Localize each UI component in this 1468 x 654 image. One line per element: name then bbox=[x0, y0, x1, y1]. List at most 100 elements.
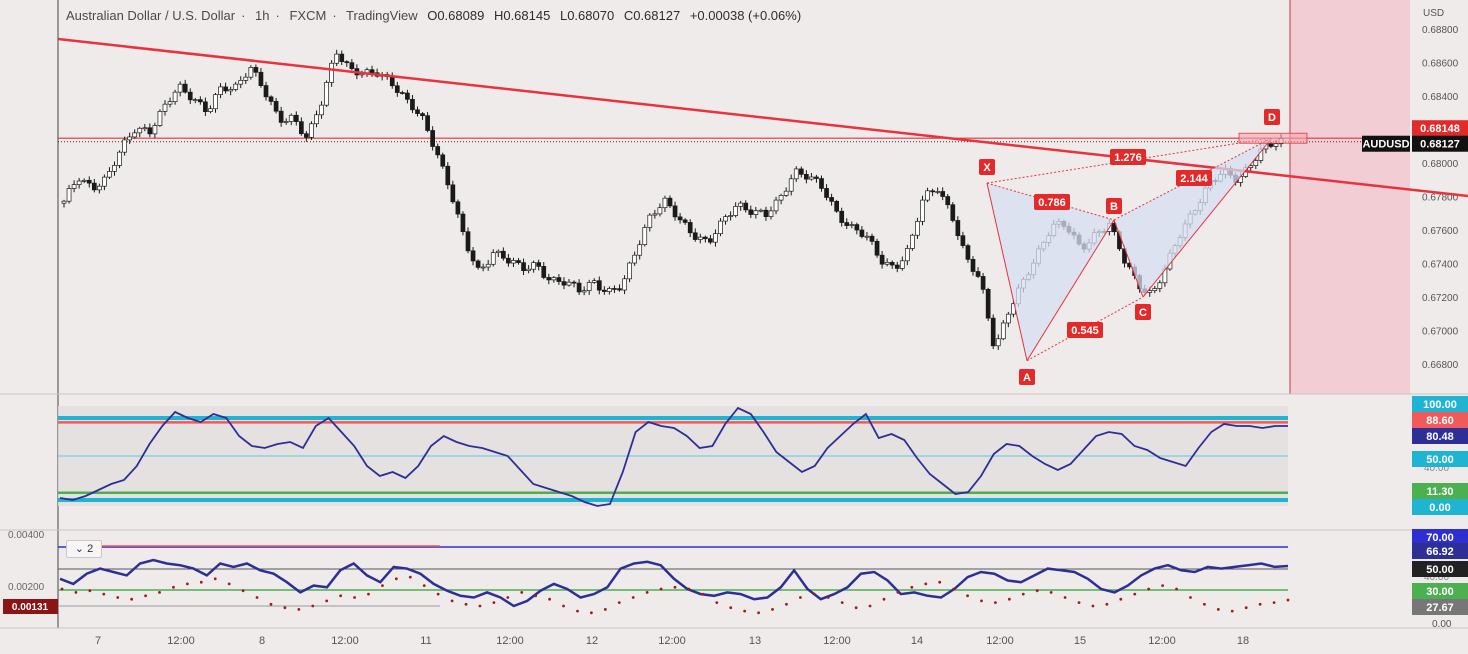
osc-signal-dot bbox=[422, 584, 426, 587]
rsi-label-lower: 11.30 bbox=[1427, 486, 1454, 498]
osc-signal-dot bbox=[548, 597, 552, 601]
candle-body bbox=[708, 238, 713, 243]
last-price-label-bg bbox=[1412, 135, 1468, 152]
candle-body bbox=[854, 224, 860, 231]
candle-body bbox=[809, 176, 814, 180]
ohlc-low: L0.68070 bbox=[559, 8, 615, 23]
candle-body bbox=[985, 288, 991, 319]
osc-signal-dot bbox=[576, 609, 579, 613]
osc-signal-dot bbox=[185, 582, 189, 586]
osc-signal-dot bbox=[938, 580, 942, 584]
candle-body bbox=[283, 121, 289, 123]
candle-body bbox=[778, 195, 784, 201]
price-tick-label: 0.67600 bbox=[1422, 226, 1459, 237]
candle-body bbox=[586, 282, 592, 292]
candle-body bbox=[622, 278, 627, 291]
candle-body bbox=[430, 130, 435, 147]
candle-body bbox=[122, 139, 127, 153]
candle-body bbox=[697, 236, 703, 240]
candle-body bbox=[773, 199, 779, 212]
rsi-label-0-bg bbox=[1412, 499, 1468, 515]
ohlc-open: O0.68089 bbox=[427, 8, 485, 23]
candle-body bbox=[531, 262, 537, 270]
osc-signal-dot bbox=[785, 602, 788, 606]
price-tick-label: 0.68600 bbox=[1422, 59, 1459, 70]
candle-body bbox=[940, 191, 946, 197]
candle-body bbox=[127, 136, 133, 141]
candle-body bbox=[349, 62, 355, 69]
osc-signal-dot bbox=[74, 591, 78, 594]
candle-body bbox=[849, 224, 855, 226]
osc-signal-dot bbox=[771, 608, 774, 611]
candle-body bbox=[470, 250, 476, 262]
pattern-point-b-bg bbox=[1106, 198, 1122, 214]
time-axis-label: 12:00 bbox=[496, 635, 524, 647]
candle-body bbox=[1152, 288, 1158, 291]
candle-body bbox=[596, 280, 602, 291]
ohlc-change: +0.00038 (+0.06%) bbox=[689, 8, 802, 23]
candle-body bbox=[814, 176, 819, 179]
ratio-label-bg bbox=[1176, 170, 1212, 186]
price-tick-label: 0.67800 bbox=[1422, 193, 1459, 204]
osc-tick-label: 40.00 bbox=[1424, 572, 1449, 583]
chart-header: Australian Dollar / U.S. Dollar · 1h · FXC… bbox=[66, 8, 802, 23]
osc-signal-dot bbox=[631, 596, 635, 599]
osc-signal-dot bbox=[701, 592, 705, 596]
pattern-point-a: A bbox=[1023, 372, 1031, 384]
projection-zone bbox=[1290, 0, 1410, 394]
candle-body bbox=[157, 111, 163, 126]
candle-body bbox=[400, 92, 405, 94]
candle-body bbox=[894, 264, 900, 269]
candle-body bbox=[309, 123, 314, 138]
osc-signal-dot bbox=[311, 604, 315, 608]
candle-body bbox=[299, 121, 304, 135]
osc-signal-dot bbox=[687, 587, 691, 591]
candle-body bbox=[96, 185, 102, 191]
osc-signal-dot bbox=[241, 589, 245, 593]
candle-body bbox=[541, 266, 547, 278]
candle-body bbox=[117, 151, 122, 166]
price-tick-label: 0.68400 bbox=[1422, 92, 1459, 103]
candle-body bbox=[601, 289, 607, 292]
candle-body bbox=[950, 204, 956, 221]
candle-body bbox=[657, 207, 663, 215]
interval-label[interactable]: 1h bbox=[255, 8, 270, 23]
ratio-label: 0.545 bbox=[1071, 325, 1099, 337]
candle-body bbox=[733, 206, 739, 216]
osc-signal-dot bbox=[659, 587, 663, 591]
candle-body bbox=[147, 127, 153, 135]
time-axis-label: 12:00 bbox=[823, 635, 851, 647]
symbol-title: Australian Dollar / U.S. Dollar bbox=[66, 8, 236, 23]
candle-body bbox=[642, 227, 648, 246]
candle-body bbox=[551, 277, 557, 281]
osc-signal-dot bbox=[1161, 584, 1165, 587]
candle-body bbox=[581, 290, 587, 293]
rsi-label-50: 50.00 bbox=[1426, 454, 1454, 466]
candle-body bbox=[485, 263, 491, 268]
osc-signal-dot bbox=[367, 592, 370, 596]
rsi-label-100: 100.00 bbox=[1423, 399, 1457, 411]
osc-signal-dot bbox=[255, 596, 259, 599]
candle-body bbox=[162, 103, 168, 112]
osc-signal-dot bbox=[1049, 591, 1053, 594]
rsi-label-current-bg bbox=[1412, 428, 1468, 444]
candle-body bbox=[793, 168, 799, 180]
osc-signal-dot bbox=[1189, 596, 1192, 599]
candle-body bbox=[798, 168, 804, 175]
osc-signal-dot bbox=[339, 594, 343, 598]
candle-body bbox=[859, 229, 865, 237]
indicator-collapse-button[interactable]: ⌄ 2 bbox=[66, 540, 102, 558]
osc-label-30: 30.00 bbox=[1426, 586, 1454, 598]
candle-body bbox=[455, 201, 461, 215]
osc-signal-dot bbox=[1133, 592, 1137, 596]
exchange-label: FXCM bbox=[289, 8, 327, 23]
candle-body bbox=[904, 248, 910, 262]
pattern-leg bbox=[1113, 219, 1144, 298]
candle-body bbox=[344, 61, 350, 64]
candle-body bbox=[980, 276, 986, 290]
candle-body bbox=[995, 338, 1001, 347]
osc-signal-dot bbox=[924, 582, 928, 586]
candle-body bbox=[142, 127, 148, 130]
